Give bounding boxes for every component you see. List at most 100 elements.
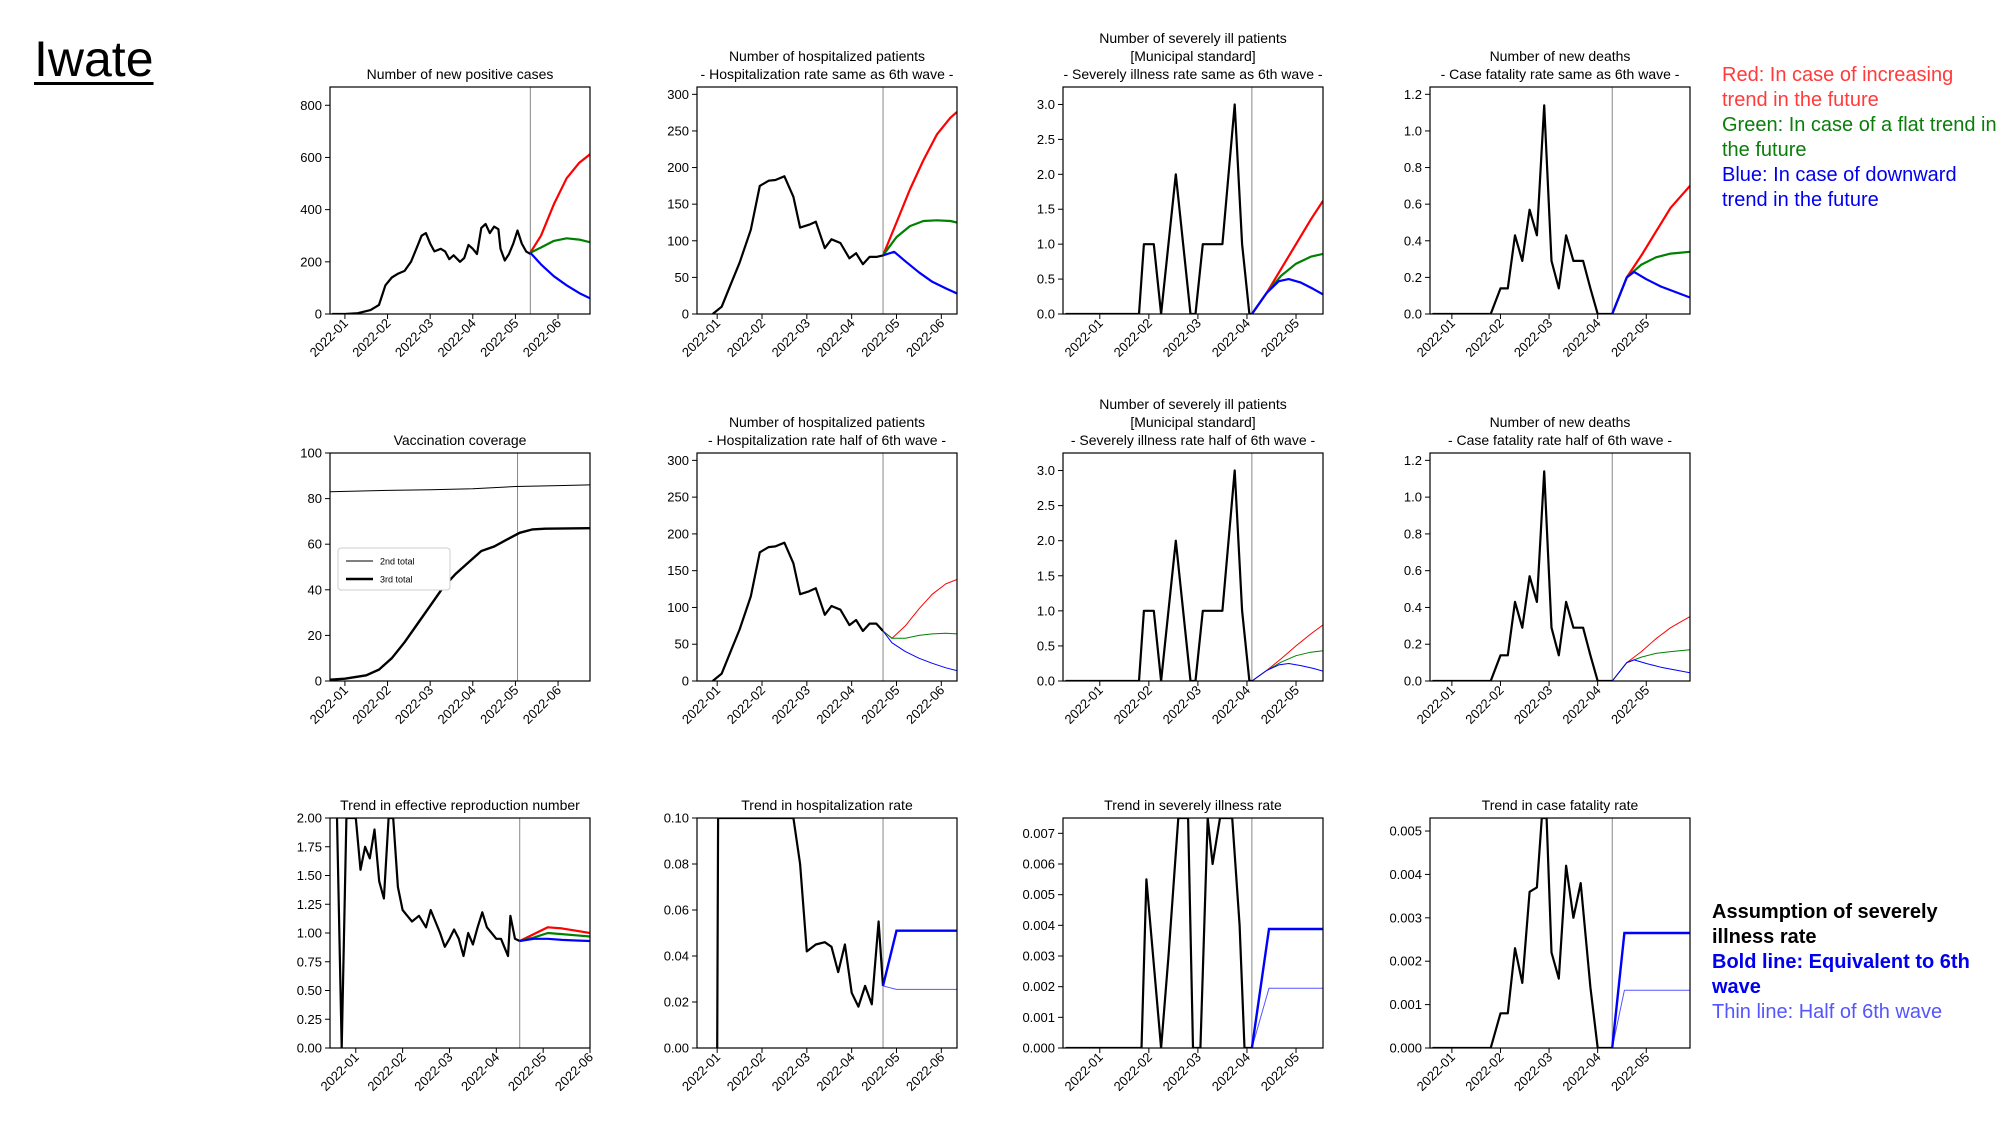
plot-frame <box>329 817 591 1049</box>
x-tick-label: 2022-06 <box>903 683 947 727</box>
legend-entry-label: 3rd total <box>380 575 413 585</box>
scenario-flat-line <box>882 219 957 257</box>
y-tick-label: 0.001 <box>1389 997 1422 1012</box>
y-tick-label: 0.004 <box>1022 918 1055 933</box>
y-tick-label: 2.5 <box>1037 132 1055 147</box>
y-tick-label: 2.5 <box>1037 498 1055 513</box>
y-tick-label: 0.2 <box>1404 270 1422 285</box>
y-tick-label: 1.50 <box>297 868 322 883</box>
x-tick-label: 2022-02 <box>349 683 393 727</box>
scenario-decrease-line <box>882 630 957 672</box>
y-tick-label: 300 <box>667 87 689 102</box>
y-tick-label: 1.75 <box>297 839 322 854</box>
assumption-bold-line <box>881 929 957 987</box>
plot-frame <box>1062 817 1324 1049</box>
y-tick-label: 0 <box>682 307 689 322</box>
y-tick-label: 3.0 <box>1037 97 1055 112</box>
x-tick-label: 2022-05 <box>477 683 521 727</box>
observed-series-line <box>1065 818 1252 1048</box>
x-tick-label: 2022-01 <box>307 316 351 360</box>
y-tick-label: 0.6 <box>1404 563 1422 578</box>
y-tick-label: 0.00 <box>664 1041 689 1056</box>
scenario-increase-line <box>881 111 957 256</box>
legend-blue-text: Blue: In case of downward trend in the f… <box>1722 164 1957 211</box>
legend-green-text: Green: In case of a flat trend in the fu… <box>1722 114 1997 161</box>
chart-title-line: - Severely illness rate same as 6th wave… <box>1063 66 1322 82</box>
scenario-decrease-line <box>882 250 957 295</box>
y-tick-label: 1.25 <box>297 897 322 912</box>
scenario-increase-line <box>529 153 590 254</box>
y-tick-label: 0.002 <box>1022 979 1055 994</box>
x-tick-label: 2022-03 <box>769 316 813 360</box>
legend-entry-label: 2nd total <box>380 557 415 567</box>
x-tick-label: 2022-05 <box>1608 683 1652 727</box>
y-tick-label: 0 <box>315 307 322 322</box>
chart-title-line: Number of severely ill patients <box>1099 30 1287 46</box>
y-tick-label: 0.06 <box>664 903 689 918</box>
x-tick-label: 2022-02 <box>1462 683 1506 727</box>
scenario-decrease-line <box>529 251 590 300</box>
plot-frame <box>696 817 958 1049</box>
x-tick-label: 2022-06 <box>903 1050 947 1094</box>
x-tick-label: 2022-02 <box>724 1050 768 1094</box>
y-tick-label: 1.00 <box>297 926 322 941</box>
chart-1: Number of new positive cases 0 200 400 600 80… <box>300 66 591 360</box>
chart-title-line: Number of severely ill patients <box>1099 396 1287 412</box>
chart-10: Trend in hospitalization rate 0.00 0.02 0.0… <box>664 797 958 1094</box>
chart-7: Number of severely ill patients [Municipa… <box>1037 396 1324 727</box>
x-tick-label: 2022-02 <box>364 1050 408 1094</box>
y-tick-label: 200 <box>300 254 322 269</box>
y-tick-label: 1.2 <box>1404 87 1422 102</box>
chart-title-line: Number of new deaths <box>1490 48 1631 64</box>
assumption-thin-line <box>882 985 957 990</box>
y-tick-label: 200 <box>667 160 689 175</box>
scenario-increase-line <box>882 579 957 639</box>
x-tick-label: 2022-03 <box>1160 1050 1204 1094</box>
plot-frame <box>696 452 958 682</box>
chart-title-line: Number of new deaths <box>1490 414 1631 430</box>
x-tick-label: 2022-04 <box>435 316 479 360</box>
chart-title-line: Trend in effective reproduction number <box>340 797 580 813</box>
x-tick-label: 2022-03 <box>1511 683 1555 727</box>
x-tick-label: 2022-04 <box>1209 683 1253 727</box>
chart-title-line: Number of hospitalized patients <box>729 414 925 430</box>
y-tick-label: 0.5 <box>1037 638 1055 653</box>
x-tick-label: 2022-01 <box>1062 316 1106 360</box>
y-tick-label: 80 <box>308 491 322 506</box>
x-tick-label: 2022-02 <box>349 316 393 360</box>
plot-frame <box>1429 86 1691 315</box>
x-tick-label: 2022-03 <box>1160 683 1204 727</box>
observed-series-line <box>716 818 885 1048</box>
scenario-decrease-line <box>1611 659 1690 681</box>
scenario-decrease-line <box>1251 663 1323 681</box>
plot-frame <box>329 86 591 315</box>
y-tick-label: 0.007 <box>1022 826 1055 841</box>
chart-title-line: Trend in case fatality rate <box>1482 797 1639 813</box>
y-tick-label: 50 <box>675 637 689 652</box>
observed-series-line <box>1432 104 1613 314</box>
chart-8: Number of new deaths - Case fatality rate… <box>1404 414 1691 727</box>
scenario-increase-line <box>1251 624 1323 681</box>
y-tick-label: 0.002 <box>1389 954 1422 969</box>
x-tick-label: 2022-05 <box>1258 683 1302 727</box>
x-tick-label: 2022-05 <box>1258 1050 1302 1094</box>
scenario-decrease-line <box>519 937 590 943</box>
x-tick-label: 2022-01 <box>1414 316 1458 360</box>
scenario-decrease-line <box>1250 278 1323 314</box>
chart-3: Number of severely ill patients [Municipa… <box>1037 30 1324 360</box>
assumption-heading: Assumption of severely illness rate <box>1712 901 1938 948</box>
y-tick-label: 0.25 <box>297 1012 322 1027</box>
x-tick-label: 2022-03 <box>1511 316 1555 360</box>
x-tick-label: 2022-05 <box>1258 316 1302 360</box>
observed-series-line <box>335 818 521 1048</box>
y-tick-label: 0.2 <box>1404 637 1422 652</box>
plot-frame <box>696 86 958 315</box>
x-tick-label: 2022-02 <box>1111 683 1155 727</box>
x-tick-label: 2022-06 <box>520 683 564 727</box>
x-tick-label: 2022-01 <box>679 316 723 360</box>
y-tick-label: 300 <box>667 453 689 468</box>
observed-series-line <box>712 541 884 681</box>
assumption-legend: Assumption of severely illness rate Bold… <box>1712 900 1997 1025</box>
y-tick-label: 1.2 <box>1404 453 1422 468</box>
